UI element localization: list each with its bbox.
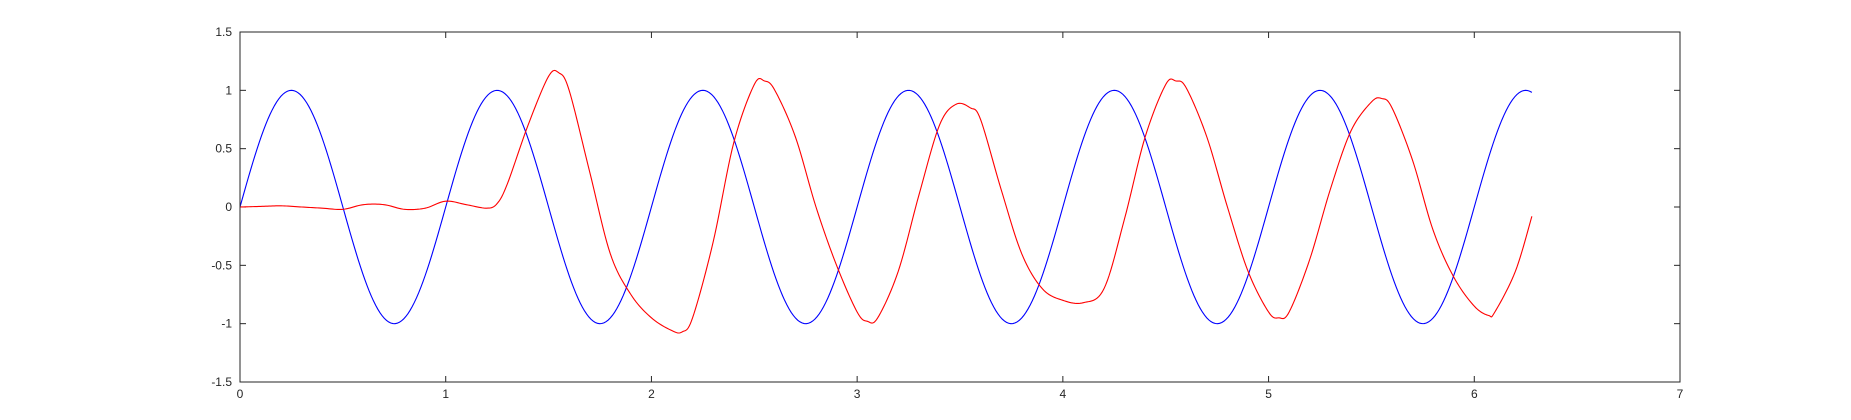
x-tick-label: 4 [1060, 387, 1067, 401]
x-tick-label: 6 [1471, 387, 1478, 401]
y-tick-label: 0.5 [215, 142, 232, 156]
axes-box [239, 31, 1681, 383]
x-tick-label: 1 [442, 387, 449, 401]
x-tick-label: 0 [237, 387, 244, 401]
red-response-series [239, 69, 1533, 334]
y-tick-label: 1 [225, 83, 232, 97]
y-tick-label: -1.5 [211, 375, 232, 389]
y-tick-label: -1 [221, 317, 232, 331]
x-tick-label: 5 [1265, 387, 1272, 401]
y-tick-label: 0 [225, 200, 232, 214]
x-tick-label: 3 [854, 387, 861, 401]
y-tick-label: -0.5 [211, 258, 232, 272]
y-tick-label: 1.5 [215, 25, 232, 39]
x-tick-label: 2 [648, 387, 655, 401]
series-group [239, 69, 1533, 334]
blue-sine-series [239, 89, 1533, 325]
tick-labels: 0 1 2 3 4 5 6 7 1.5 1 0.5 0 -0.5 -1 -1.5 [211, 25, 1683, 401]
x-tick-label: 7 [1677, 387, 1684, 401]
